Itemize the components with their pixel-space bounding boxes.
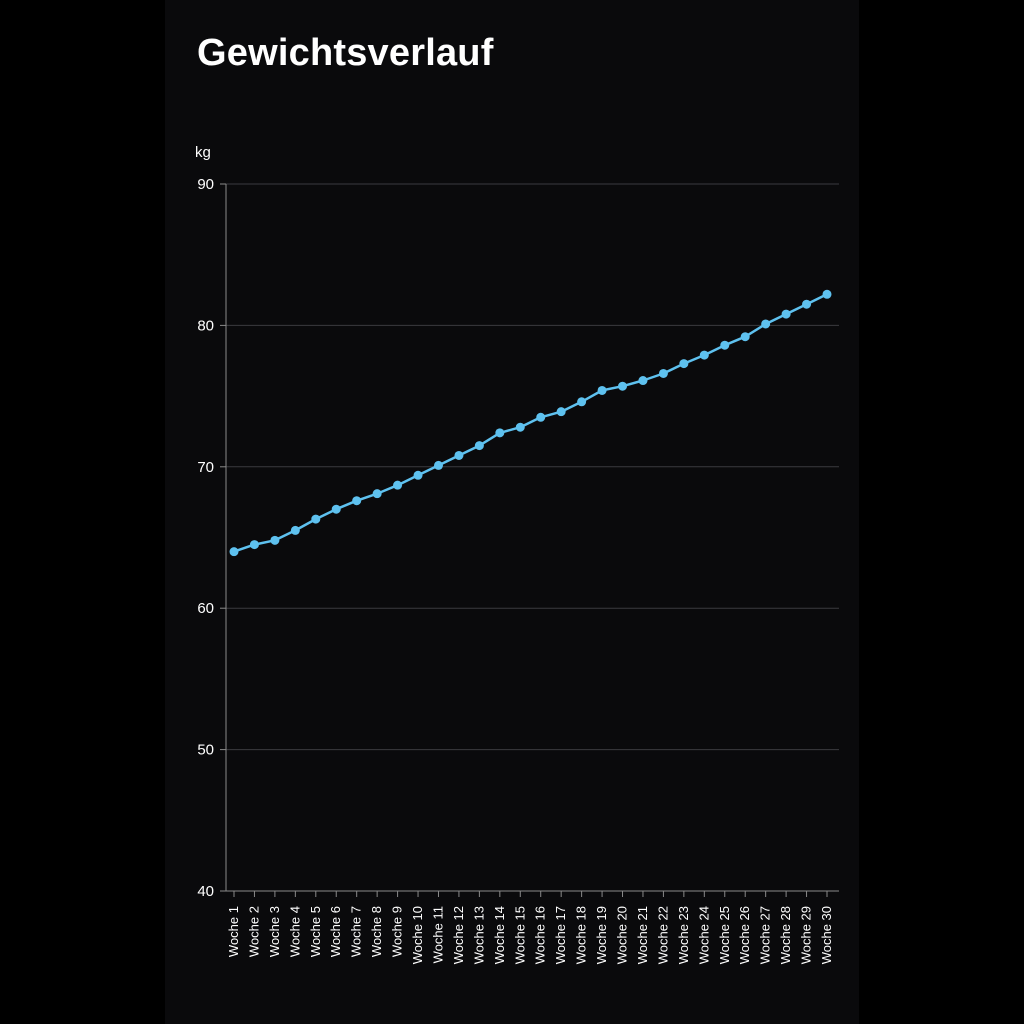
x-tick-label: Woche 15 xyxy=(512,906,527,964)
x-tick-label: Woche 26 xyxy=(737,906,752,964)
x-tick-label: Woche 16 xyxy=(533,906,548,964)
x-tick-label: Woche 7 xyxy=(349,906,364,957)
data-point xyxy=(393,480,403,490)
data-point xyxy=(658,368,668,378)
y-tick-label: 60 xyxy=(197,600,214,617)
data-point xyxy=(433,460,443,470)
data-point xyxy=(495,428,505,438)
x-tick-label: Woche 9 xyxy=(390,906,405,957)
data-point xyxy=(536,412,546,422)
data-point xyxy=(577,397,587,407)
data-point xyxy=(352,496,362,506)
data-point xyxy=(761,319,771,329)
page-title: Gewichtsverlauf xyxy=(197,32,494,74)
y-tick-label: 40 xyxy=(197,883,214,900)
x-tick-label: Woche 21 xyxy=(635,906,650,964)
x-tick-label: Woche 30 xyxy=(819,906,834,964)
data-point xyxy=(699,350,709,360)
x-tick-labels: Woche 1 Woche 2 Woche 3 Woche 4 Woche 5 Woche… xyxy=(226,906,834,964)
series-line xyxy=(232,293,829,553)
data-point xyxy=(270,535,280,545)
y-axis-unit-label: kg xyxy=(195,144,211,161)
x-tick-label: Woche 29 xyxy=(799,906,814,964)
x-tick-label: Woche 14 xyxy=(492,906,507,964)
data-point xyxy=(802,299,812,309)
data-point xyxy=(556,407,566,417)
x-tick-label: Woche 19 xyxy=(594,906,609,964)
x-tick-label: Woche 4 xyxy=(287,906,302,957)
data-point xyxy=(679,359,689,369)
x-tick-label: Woche 23 xyxy=(676,906,691,964)
data-point xyxy=(413,470,423,480)
x-tick-label: Woche 28 xyxy=(778,906,793,964)
x-tick-label: Woche 17 xyxy=(553,906,568,964)
x-tick-label: Woche 18 xyxy=(574,906,589,964)
x-tick-label: Woche 2 xyxy=(246,906,261,957)
y-tick-labels: 40 50 60 70 80 90 xyxy=(197,176,214,900)
data-point xyxy=(781,309,791,319)
x-tick-label: Woche 27 xyxy=(758,906,773,964)
x-tick-label: Woche 5 xyxy=(308,906,323,957)
data-point xyxy=(597,385,607,395)
data-point xyxy=(618,381,628,391)
data-point xyxy=(740,332,750,342)
data-point xyxy=(638,376,648,386)
data-point xyxy=(720,340,730,350)
x-tick-label: Woche 3 xyxy=(267,906,282,957)
data-point xyxy=(515,422,525,432)
x-tick-label: Woche 8 xyxy=(369,906,384,957)
x-tick-label: Woche 6 xyxy=(328,906,343,957)
grid-lines xyxy=(226,183,839,751)
data-point xyxy=(454,450,464,460)
x-tick-label: Woche 1 xyxy=(226,906,241,957)
axes xyxy=(220,183,839,897)
y-tick-label: 50 xyxy=(197,742,214,759)
y-tick-label: 80 xyxy=(197,317,214,334)
data-point xyxy=(229,547,239,557)
x-tick-label: Woche 11 xyxy=(430,906,445,963)
data-point xyxy=(290,525,300,535)
series-weight xyxy=(229,289,832,557)
x-tick-label: Woche 22 xyxy=(655,906,670,964)
x-tick-label: Woche 24 xyxy=(696,906,711,964)
data-point xyxy=(311,514,321,524)
x-tick-label: Woche 13 xyxy=(471,906,486,964)
data-point xyxy=(822,289,832,299)
data-point xyxy=(474,441,484,451)
y-tick-label: 70 xyxy=(197,459,214,476)
x-tick-label: Woche 12 xyxy=(451,906,466,964)
x-tick-label: Woche 25 xyxy=(717,906,732,964)
data-point xyxy=(249,540,259,550)
data-point xyxy=(331,504,341,514)
y-tick-label: 90 xyxy=(197,176,214,193)
x-tick-label: Woche 10 xyxy=(410,906,425,964)
data-point xyxy=(372,489,382,499)
x-tick-label: Woche 20 xyxy=(615,906,630,964)
